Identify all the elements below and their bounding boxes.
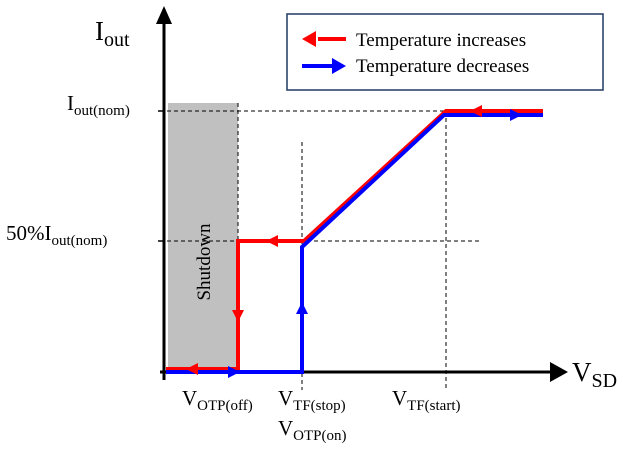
blue-arrow-right-top-icon <box>510 109 522 121</box>
blue-arrow-up-icon <box>296 302 308 314</box>
x-tick-label-otp-off: VOTP(off) <box>182 386 253 414</box>
x-tick-label-tf-stop: VTF(stop) <box>278 386 346 414</box>
y-tick-label-nominal: Iout(nom) <box>67 91 130 119</box>
legend-increase-label: Temperature increases <box>356 30 526 51</box>
y-axis-label: Iout <box>95 16 130 51</box>
x-axis-arrow-icon <box>550 362 568 382</box>
x-axis-label: VSD <box>572 357 617 392</box>
shutdown-label: Shutdown <box>194 223 215 301</box>
legend-increase-arrow-icon <box>302 31 316 47</box>
red-arrow-left-mid-icon <box>266 235 278 247</box>
blue-arrow-right-bottom-icon <box>228 366 240 378</box>
y-axis-arrow-icon <box>156 6 172 24</box>
x-axis-label-main: V <box>572 357 592 387</box>
legend-frame <box>286 13 604 91</box>
legend: Temperature increases Temperature decrea… <box>286 13 604 91</box>
y-axis-label-sub: out <box>104 29 130 51</box>
y-tick-label-half: 50%Iout(nom) <box>6 221 107 249</box>
y-axis-label-main: I <box>95 16 104 46</box>
red-arrow-down-icon <box>232 310 244 322</box>
x-tick-label-otp-on: VOTP(on) <box>278 416 347 444</box>
shutdown-region <box>168 103 238 372</box>
red-arrow-left-bottom-icon <box>186 363 198 375</box>
x-tick-label-tf-start: VTF(start) <box>392 386 461 414</box>
legend-decrease-arrow-icon <box>332 58 346 74</box>
x-axis-label-sub: SD <box>592 370 618 392</box>
decrease-path <box>166 113 543 374</box>
red-arrow-left-top-icon <box>470 105 482 117</box>
legend-decrease-label: Temperature decreases <box>356 56 529 77</box>
